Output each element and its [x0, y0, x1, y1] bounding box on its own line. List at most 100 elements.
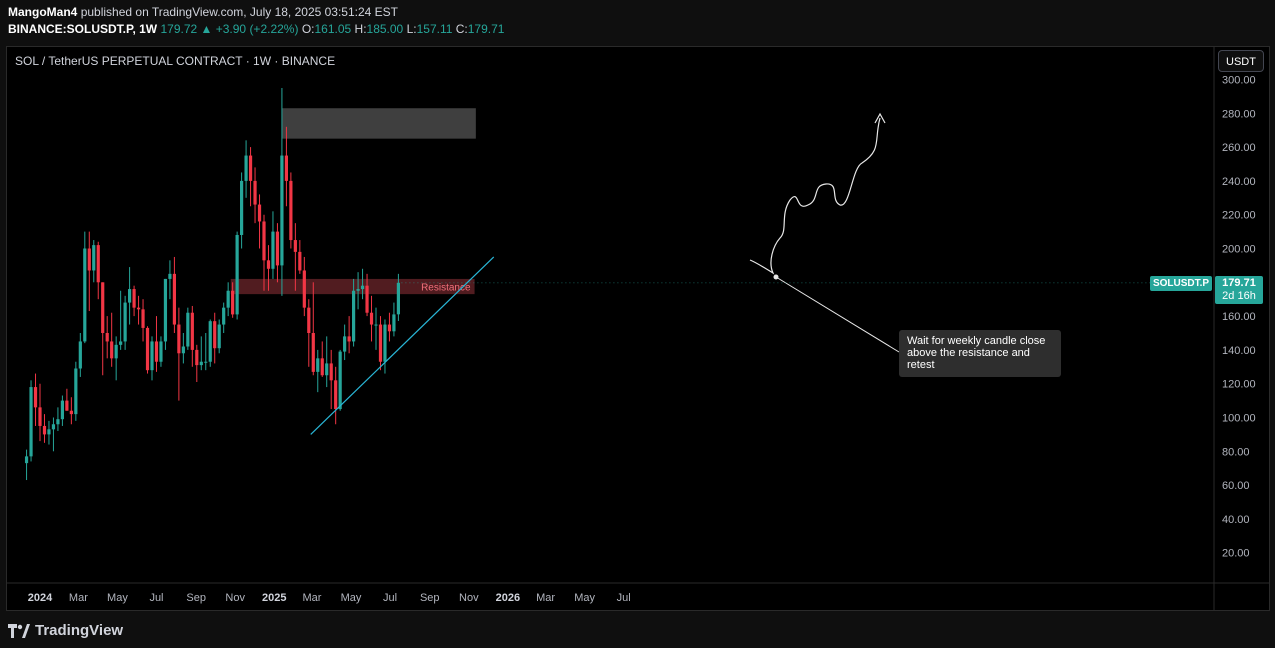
candle-body — [240, 180, 244, 235]
candle-body — [186, 312, 190, 347]
candle-body — [83, 248, 87, 342]
tradingview-logo-icon — [8, 623, 30, 638]
candle-body — [177, 324, 181, 354]
candle-body — [105, 333, 109, 342]
resistance-label: Resistance — [421, 283, 471, 294]
projected-path — [749, 117, 881, 275]
price-axis[interactable]: 300.00 280.00 260.00 240.00 220.00 200.00 160.… — [1222, 75, 1256, 560]
author-name[interactable]: MangoMan4 — [8, 5, 78, 19]
candle-body — [101, 282, 105, 333]
candle-body — [114, 344, 118, 359]
candle-body — [60, 400, 64, 420]
candle-body — [74, 368, 78, 415]
close-value: 179.71 — [467, 22, 505, 36]
time-tick-label: Mar — [536, 592, 555, 604]
candle-body — [87, 248, 91, 271]
candle-body — [329, 363, 333, 381]
ohlc-line: BINANCE:SOLUSDT.P, 1W 179.72 ▲ +3.90 (+2… — [8, 22, 504, 36]
time-tick-label: Mar — [69, 592, 88, 604]
time-tick-label: Jul — [383, 592, 397, 604]
candle-body — [47, 429, 51, 435]
time-tick-label: Jul — [149, 592, 163, 604]
candle-body — [392, 314, 396, 332]
candle-body — [123, 302, 127, 342]
candle-body — [150, 341, 154, 371]
open-value: 161.05 — [314, 22, 352, 36]
candle-body — [284, 155, 288, 181]
candle-body — [29, 387, 33, 457]
time-tick-label: Jul — [617, 592, 631, 604]
candle-body — [311, 333, 315, 372]
candle-body — [213, 321, 217, 349]
candle-body — [78, 341, 82, 369]
time-tick-label: 2024 — [28, 592, 53, 604]
candle-body — [181, 346, 185, 354]
price-tick-label: 220.00 — [1222, 210, 1256, 222]
candle-body — [387, 324, 392, 332]
candle-body — [235, 234, 239, 315]
candle-body — [325, 363, 329, 376]
time-axis[interactable]: 2024 Mar May Jul Sep Nov 2025 Mar May Jul Sep Nov 20… — [28, 592, 631, 604]
price-tick-label: 140.00 — [1222, 345, 1256, 357]
candle-body — [128, 289, 132, 303]
candles-layer — [24, 87, 400, 481]
price-tick-label: 260.00 — [1222, 142, 1256, 154]
chart-pane[interactable] — [6, 46, 1270, 611]
chart-title: SOL / TetherUS PERPETUAL CONTRACT · 1W ·… — [15, 54, 335, 68]
high-value: 185.00 — [366, 22, 404, 36]
candle-body — [172, 273, 176, 325]
candle-body — [356, 289, 360, 291]
candle-body — [33, 387, 38, 408]
candle-body — [307, 307, 311, 333]
candle-body — [132, 289, 136, 308]
annotation-note[interactable]: Wait for weekly candle close above the r… — [899, 330, 1061, 377]
candle-body — [369, 312, 374, 325]
open-label: O: — [301, 22, 315, 36]
time-tick-label: Sep — [186, 592, 206, 604]
candle-body — [145, 327, 150, 371]
candle-body — [248, 155, 253, 181]
price-tick-label: 60.00 — [1222, 480, 1250, 492]
chart-header: MangoMan4 published on TradingView.com, … — [0, 0, 1275, 44]
time-tick-label: Nov — [459, 592, 479, 604]
candle-body — [347, 336, 351, 342]
candle-body — [141, 309, 145, 328]
time-tick-label: May — [107, 592, 128, 604]
time-tick-label: Nov — [225, 592, 245, 604]
candle-body — [65, 400, 69, 411]
candle-body — [253, 180, 257, 205]
candle-body — [262, 221, 266, 261]
candle-body — [96, 245, 100, 283]
time-tick-label: Mar — [303, 592, 322, 604]
last-price: 179.72 — [160, 22, 198, 36]
price-tick-label: 200.00 — [1222, 244, 1256, 256]
low-value: 157.11 — [416, 22, 453, 36]
candle-body — [56, 419, 60, 425]
high-label: H: — [354, 22, 367, 36]
price-tick-label: 160.00 — [1222, 311, 1256, 323]
candle-body — [159, 341, 163, 362]
candle-body — [168, 273, 172, 279]
time-tick-label: May — [574, 592, 595, 604]
price-tick-label: 280.00 — [1222, 108, 1256, 120]
time-tick-label: Sep — [420, 592, 440, 604]
tradingview-logo[interactable]: TradingView — [8, 622, 123, 639]
candle-body — [244, 155, 248, 181]
candle-body — [24, 456, 29, 464]
candle-body — [343, 336, 347, 352]
candle-body — [69, 410, 73, 415]
candle-body — [275, 231, 280, 266]
candle-body — [334, 380, 338, 410]
candle-body — [199, 361, 203, 366]
price-tick-label: 300.00 — [1222, 75, 1256, 87]
ascending-trendline — [310, 256, 495, 435]
currency-button[interactable]: USDT — [1218, 50, 1264, 72]
candle-body — [338, 351, 342, 410]
candle-body — [298, 251, 302, 271]
note-pointer — [775, 276, 900, 353]
candle-body — [271, 231, 275, 269]
time-tick-label: 2026 — [496, 592, 520, 604]
candle-body — [222, 307, 226, 325]
candle-body — [119, 341, 123, 345]
